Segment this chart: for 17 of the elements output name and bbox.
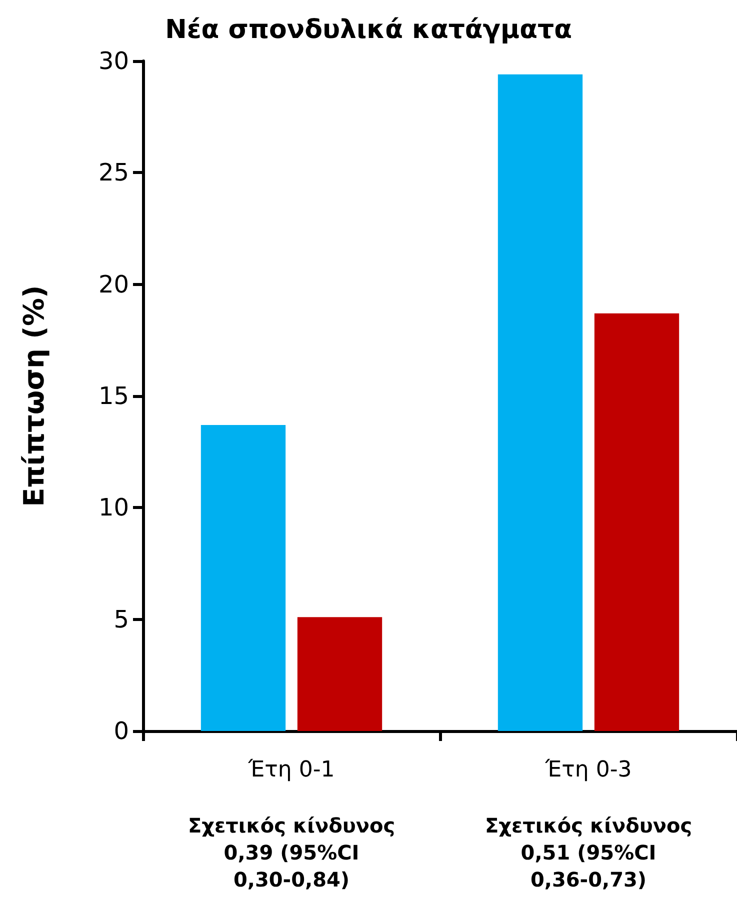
text: Σχετικός κίνδυνος 0,39 (95%CI 0,30-0,84) [188,814,396,892]
x-tick-label: Έτη 0-1 [247,758,335,782]
y-tick-label: 10 [98,494,129,522]
y-tick-label: 0 [114,717,129,745]
y-tick-label: 5 [114,605,129,634]
bar [200,425,286,731]
text: Σχετικός κίνδυνος 0,51 (95%CI 0,36-0,73) [484,814,692,892]
chart-title: Νέα σπονδυλικά κατάγματα [165,15,572,45]
y-tick-label: 25 [98,158,129,187]
x-tick-label: Έτη 0-3 [544,758,632,782]
y-tick-label: 30 [98,47,129,75]
bar [498,74,583,731]
y-axis-title: Επίπτωση (%) [18,285,50,507]
y-tick-label: 15 [98,382,129,410]
bar [297,617,382,731]
y-tick-label: 20 [98,270,129,298]
bar [594,313,680,731]
